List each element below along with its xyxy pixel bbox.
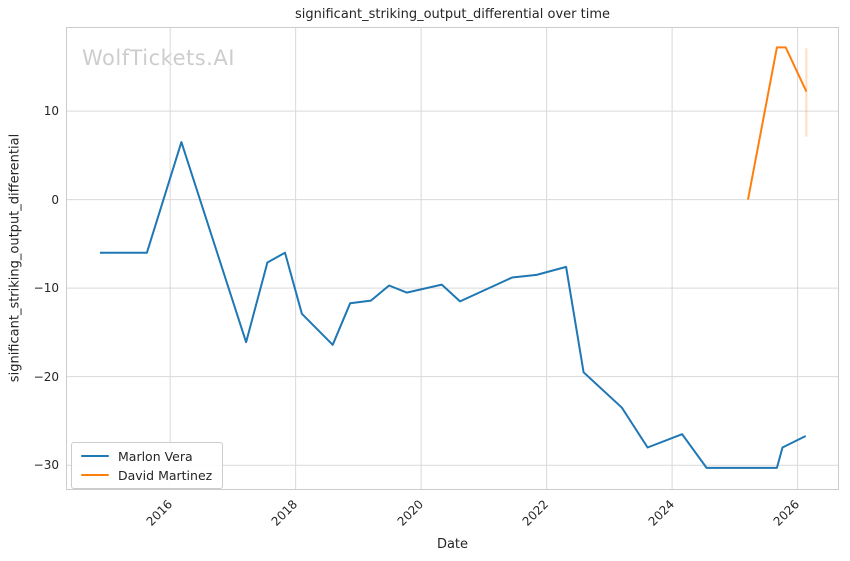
legend-item: David Martinez (81, 467, 212, 483)
y-tick-label: −20 (33, 369, 59, 384)
x-tick-label: 2024 (645, 497, 677, 529)
x-tick-label: 2022 (519, 497, 552, 529)
legend: Marlon Vera David Martinez (71, 442, 224, 489)
watermark: WolfTickets.AI (82, 46, 235, 70)
legend-label: David Martinez (118, 467, 213, 483)
x-tick-label: 2020 (394, 497, 426, 529)
legend-label: Marlon Vera (118, 448, 193, 464)
series-line-david-martinez (747, 46, 808, 200)
y-tick-label: −10 (33, 281, 59, 296)
plot-border (66, 27, 839, 490)
y-tick-label: 10 (43, 104, 59, 119)
legend-item: Marlon Vera (81, 448, 212, 464)
y-tick-label: 0 (51, 192, 59, 207)
series-line-marlon-vera (99, 141, 807, 469)
plot-area (66, 27, 839, 490)
chart-title: significant_striking_output_differential… (295, 7, 610, 22)
legend-line-swatch (81, 454, 109, 458)
y-axis-label: significant_striking_output_differential (7, 133, 23, 383)
x-tick-label: 2026 (770, 497, 803, 529)
x-tick-label: 2016 (143, 497, 175, 529)
x-tick-label: 2018 (268, 497, 301, 529)
legend-line-swatch (81, 473, 109, 477)
x-axis-label: Date (436, 537, 469, 552)
y-tick-label: −30 (33, 458, 59, 473)
